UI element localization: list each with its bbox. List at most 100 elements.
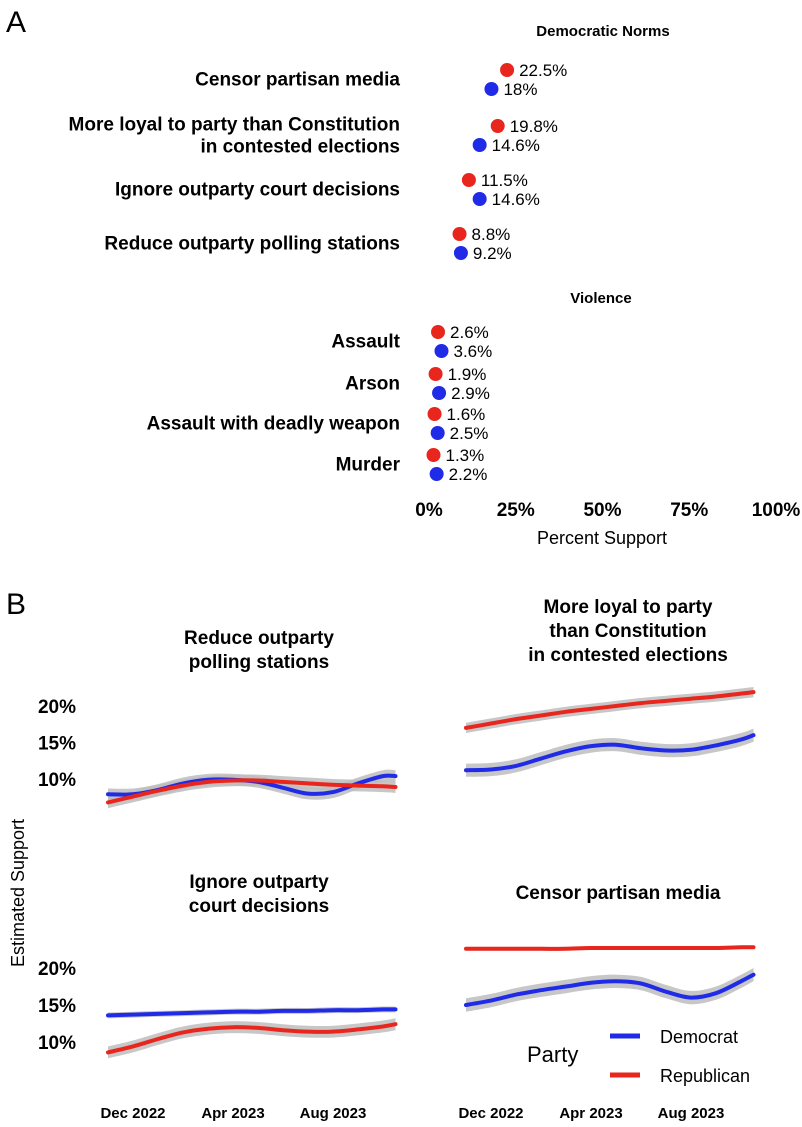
democrat-dot [472, 138, 487, 152]
confidence-band-democrat [466, 728, 754, 777]
x-tick-label: Aug 2023 [658, 1105, 725, 1122]
democrat-dot [432, 386, 447, 400]
facet-more-loyal-to-party-than-constitution-in-contested-elections: More loyal to party than Constitution in c… [464, 597, 756, 777]
series-line-democrat [464, 733, 756, 773]
category-label: Ignore outparty court decisions [115, 180, 400, 201]
democrat-value-label: 14.6% [492, 136, 540, 155]
republican-dot [428, 367, 443, 381]
republican-dot [427, 407, 442, 421]
dot-row-murder: Murder 1.3%2.2% [336, 446, 488, 484]
series-line-republican [106, 778, 398, 805]
facet-title: in contested elections [528, 645, 728, 666]
democrat-dot [484, 82, 499, 96]
confidence-band-republican [108, 1018, 396, 1059]
republican-value-label: 2.6% [450, 323, 489, 342]
category-label: More loyal to party than Constitution [69, 115, 400, 136]
confidence-band-republican [466, 687, 754, 733]
democrat-value-label: 3.6% [453, 342, 492, 361]
facet-title: More loyal to party [544, 597, 713, 618]
series-line-republican [106, 1022, 398, 1055]
facet-title: than Constitution [549, 621, 706, 642]
democrat-dot [453, 246, 468, 260]
republican-value-label: 22.5% [519, 61, 567, 80]
facet-censor-partisan-media: Censor partisan media Dec 2022 Apr 2023 Aug… [458, 883, 756, 1122]
facet-title: polling stations [189, 652, 329, 673]
category-label: Assault with deadly weapon [147, 414, 400, 435]
confidence-band-democrat [466, 968, 754, 1012]
republican-value-label: 1.3% [446, 446, 485, 465]
dot-row-more-loyal-to-party-than-constitution-in-contested-elections: More loyal to party than Constitutionin … [69, 115, 558, 158]
democrat-dot [434, 344, 449, 358]
category-label: Arson [345, 374, 400, 395]
republican-dot [426, 448, 441, 462]
legend-title: Party [527, 1042, 578, 1067]
republican-value-label: 1.6% [447, 405, 486, 424]
panel-a-dot-plot: Censor partisan media 22.5%18% More loyal … [69, 61, 568, 484]
democrat-dot [472, 192, 487, 206]
democrat-value-label: 18% [503, 80, 537, 99]
legend: Party Democrat Republican [527, 1027, 750, 1086]
facet-reduce-outparty-polling-stations: Reduce outparty polling stations 10% 15% 20% [38, 628, 398, 809]
x-tick-label: 50% [583, 500, 621, 521]
dot-row-censor-partisan-media: Censor partisan media 22.5%18% [195, 61, 567, 99]
facet-title: court decisions [189, 896, 329, 917]
legend-item-republican: Republican [610, 1066, 750, 1086]
legend-label: Democrat [660, 1027, 738, 1047]
x-tick-label: 0% [415, 500, 443, 521]
legend-label: Republican [660, 1066, 750, 1086]
republican-value-label: 11.5% [481, 171, 528, 190]
dot-row-ignore-outparty-court-decisions: Ignore outparty court decisions 11.5%14.6… [115, 171, 540, 209]
section-title-violence: Violence [570, 290, 631, 307]
series-line-democrat [106, 1007, 398, 1018]
republican-value-label: 19.8% [510, 117, 558, 136]
series-line-republican [464, 690, 756, 730]
republican-value-label: 8.8% [472, 225, 511, 244]
panel-a-x-axis: 0% 25% 50% 75% 100% [415, 500, 800, 521]
panel-b-y-axis-title: Estimated Support [8, 819, 28, 967]
panel-b-facets: Reduce outparty polling stations 10% 15% 20%… [38, 597, 756, 1122]
dot-row-arson: Arson 1.9%2.9% [345, 365, 490, 403]
x-tick-label: Dec 2022 [100, 1105, 165, 1122]
x-tick-label: Apr 2023 [201, 1105, 264, 1122]
series-line-republican [464, 945, 756, 951]
dot-row-assault: Assault 2.6%3.6% [331, 323, 492, 361]
x-tick-label: Apr 2023 [559, 1105, 622, 1122]
democrat-value-label: 2.5% [450, 424, 489, 443]
democrat-value-label: 14.6% [492, 190, 540, 209]
series-line-democrat [464, 972, 756, 1007]
category-label: Assault [331, 332, 400, 353]
facet-ignore-outparty-court-decisions: Ignore outparty court decisions 10% 15% 20% D… [38, 872, 398, 1122]
dot-row-assault-with-deadly-weapon: Assault with deadly weapon 1.6%2.5% [147, 405, 489, 443]
republican-dot [452, 227, 467, 241]
republican-dot [431, 325, 446, 339]
democrat-value-label: 2.2% [449, 465, 488, 484]
republican-dot [490, 119, 505, 133]
y-tick-label: 20% [38, 697, 76, 718]
y-tick-label: 15% [38, 734, 76, 755]
panel-a-x-axis-title: Percent Support [537, 528, 667, 548]
democrat-dot [429, 467, 444, 481]
category-label: Reduce outparty polling stations [104, 234, 400, 255]
facet-title: Reduce outparty [184, 628, 334, 649]
republican-dot [461, 173, 476, 187]
panel-b-letter: B [6, 588, 26, 621]
x-tick-label: 75% [670, 500, 708, 521]
y-tick-label: 10% [38, 770, 76, 791]
facet-title: Censor partisan media [516, 883, 721, 904]
x-tick-label: 25% [497, 500, 535, 521]
democrat-value-label: 2.9% [451, 384, 490, 403]
y-tick-label: 20% [38, 959, 76, 980]
x-tick-label: 100% [752, 500, 801, 521]
republican-value-label: 1.9% [448, 365, 487, 384]
republican-dot [500, 63, 515, 77]
category-label: in contested elections [200, 137, 400, 158]
y-tick-label: 15% [38, 996, 76, 1017]
y-tick-label: 10% [38, 1033, 76, 1054]
democrat-value-label: 9.2% [473, 244, 512, 263]
section-title-democratic-norms: Democratic Norms [536, 23, 669, 40]
panel-a-letter: A [6, 6, 26, 39]
category-label: Murder [336, 455, 401, 476]
facet-title: Ignore outparty [189, 872, 329, 893]
legend-item-democrat: Democrat [610, 1027, 738, 1047]
